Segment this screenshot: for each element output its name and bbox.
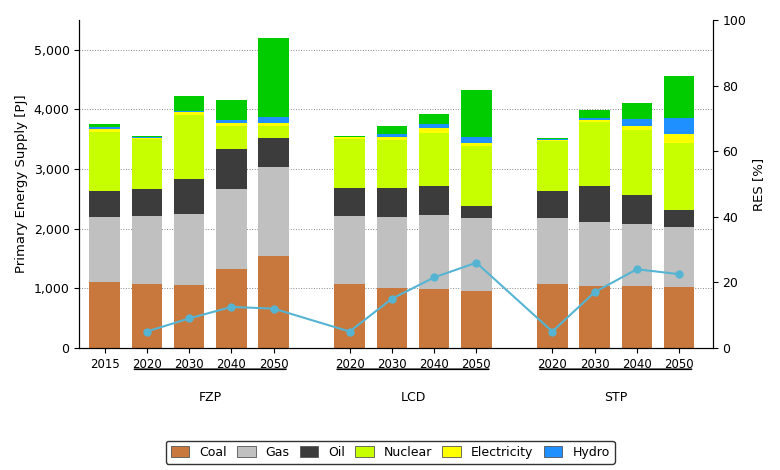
Bar <box>537 141 568 190</box>
Bar <box>537 283 568 348</box>
Bar <box>419 215 449 289</box>
Bar <box>580 187 610 221</box>
Bar <box>622 119 652 126</box>
Y-axis label: RES [%]: RES [%] <box>752 157 765 211</box>
Bar <box>580 286 610 348</box>
Bar <box>335 137 365 139</box>
Bar <box>461 206 491 218</box>
Bar <box>622 286 652 348</box>
Bar <box>664 210 694 227</box>
Bar <box>461 90 491 137</box>
Bar <box>419 133 449 187</box>
Bar <box>622 224 652 286</box>
Bar <box>258 256 289 348</box>
Bar <box>216 189 246 269</box>
Bar <box>377 140 407 188</box>
Bar <box>174 115 204 179</box>
Bar <box>90 132 120 191</box>
Bar <box>377 125 407 134</box>
Bar <box>335 216 365 283</box>
Bar <box>377 134 407 137</box>
Bar <box>461 291 491 348</box>
Bar <box>90 191 120 217</box>
Bar <box>335 136 365 137</box>
Bar <box>335 139 365 188</box>
Bar <box>132 216 162 283</box>
Bar <box>580 122 610 187</box>
Text: STP: STP <box>604 391 627 404</box>
Bar <box>419 124 449 128</box>
Bar <box>419 289 449 348</box>
Bar <box>174 96 204 111</box>
Bar <box>90 128 120 132</box>
Bar <box>664 76 694 118</box>
Bar <box>622 195 652 224</box>
Bar <box>216 120 246 123</box>
Bar <box>132 137 162 138</box>
Text: FZP: FZP <box>199 391 222 404</box>
Bar <box>537 138 568 139</box>
Bar <box>90 124 120 127</box>
Y-axis label: Primary Energy Supply [PJ]: Primary Energy Supply [PJ] <box>15 94 28 273</box>
Bar <box>461 218 491 291</box>
Bar <box>461 147 491 206</box>
Bar <box>132 136 162 137</box>
Bar <box>537 139 568 140</box>
Bar <box>258 123 289 126</box>
Bar <box>174 112 204 115</box>
Bar <box>335 283 365 348</box>
Bar <box>377 288 407 348</box>
Bar <box>377 217 407 288</box>
Bar <box>258 138 289 167</box>
Bar <box>90 217 120 282</box>
Bar <box>622 103 652 119</box>
Legend: Coal, Gas, Oil, Nuclear, Electricity, Hydro: Coal, Gas, Oil, Nuclear, Electricity, Hy… <box>165 441 615 464</box>
Bar <box>90 282 120 348</box>
Bar <box>419 187 449 215</box>
Bar <box>216 101 246 120</box>
Bar <box>174 111 204 112</box>
Bar <box>622 126 652 130</box>
Bar <box>580 221 610 286</box>
Bar <box>132 189 162 216</box>
Bar <box>90 127 120 128</box>
Bar <box>664 118 694 134</box>
Bar <box>377 188 407 217</box>
Text: LCD: LCD <box>400 391 426 404</box>
Bar <box>664 134 694 143</box>
Bar <box>132 138 162 139</box>
Bar <box>132 283 162 348</box>
Bar <box>537 140 568 141</box>
Bar <box>174 179 204 214</box>
Bar <box>461 137 491 143</box>
Bar <box>216 269 246 348</box>
Bar <box>664 143 694 210</box>
Bar <box>258 167 289 256</box>
Bar <box>537 218 568 283</box>
Bar <box>258 38 289 117</box>
Bar <box>580 119 610 122</box>
Bar <box>216 149 246 189</box>
Bar <box>174 214 204 285</box>
Bar <box>664 227 694 287</box>
Bar <box>132 139 162 189</box>
Bar <box>258 117 289 123</box>
Bar <box>419 128 449 133</box>
Bar <box>335 188 365 216</box>
Bar <box>580 118 610 119</box>
Bar <box>174 285 204 348</box>
Bar <box>664 287 694 348</box>
Bar <box>216 126 246 149</box>
Bar <box>377 137 407 140</box>
Bar <box>216 123 246 126</box>
Bar <box>580 110 610 118</box>
Bar <box>537 190 568 218</box>
Bar <box>461 143 491 147</box>
Bar <box>419 114 449 124</box>
Bar <box>622 130 652 195</box>
Bar <box>258 126 289 138</box>
